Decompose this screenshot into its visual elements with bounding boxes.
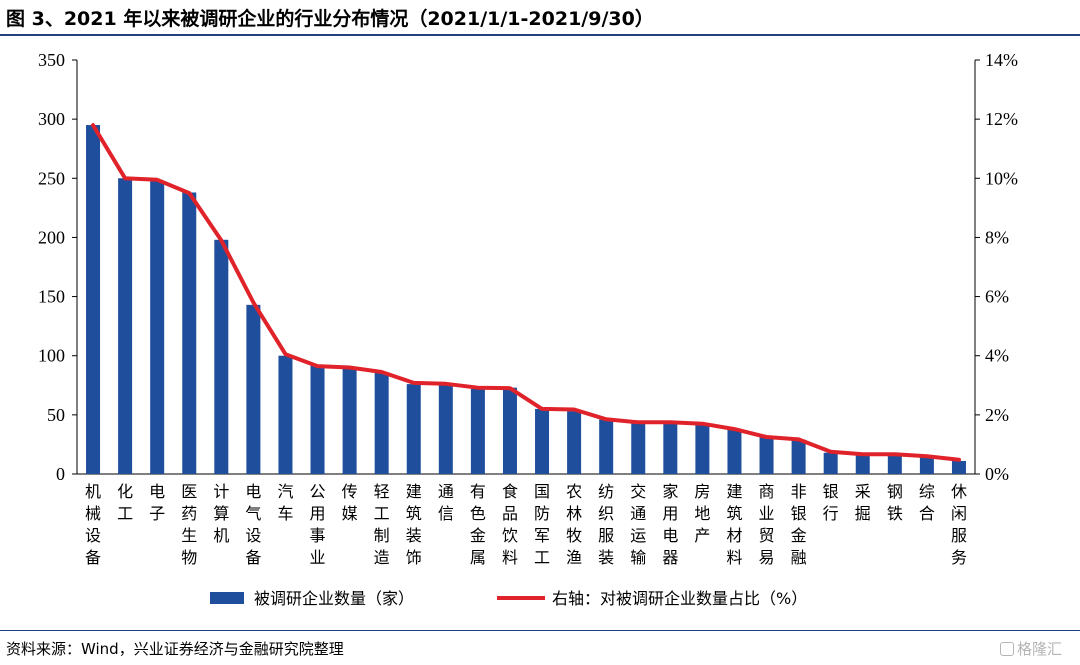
x-category-label: 化工 xyxy=(117,482,133,523)
bar xyxy=(182,192,197,475)
bar xyxy=(759,437,774,474)
x-category-label: 国防军工 xyxy=(534,482,550,567)
x-category-label: 机械设备 xyxy=(85,482,101,567)
x-category-label: 纺织服装 xyxy=(598,482,614,567)
bar xyxy=(374,372,389,474)
bar xyxy=(887,455,902,474)
bar xyxy=(727,429,742,474)
legend-line-label: 右轴：对被调研企业数量占比（%） xyxy=(552,589,807,608)
right-y-tick-label: 12% xyxy=(985,109,1018,129)
chart-title: 图 3、2021 年以来被调研企业的行业分布情况（2021/1/1-2021/9… xyxy=(6,8,654,30)
bar xyxy=(214,239,229,474)
x-category-label: 钢铁 xyxy=(887,482,903,523)
x-category-label: 交通运输 xyxy=(630,482,646,567)
right-y-tick-label: 0% xyxy=(985,464,1009,484)
left-y-tick-label: 250 xyxy=(38,168,65,188)
right-y-tick-label: 6% xyxy=(985,287,1009,307)
right-y-tick-label: 2% xyxy=(985,405,1009,425)
legend-bar-label: 被调研企业数量（家） xyxy=(254,589,414,608)
right-y-tick-label: 8% xyxy=(985,227,1009,247)
bar xyxy=(631,423,646,474)
bar xyxy=(150,180,165,474)
bar xyxy=(951,460,966,474)
left-y-tick-label: 100 xyxy=(38,346,65,366)
bar xyxy=(342,367,357,474)
industry-distribution-chart: 0 50 100 150 200 250 300 350 0% 2% 4% 6% 8% 10% 12% 14%… xyxy=(38,50,1018,608)
right-y-tick-label: 4% xyxy=(985,346,1009,366)
bar xyxy=(310,365,325,474)
bar xyxy=(663,423,678,474)
x-category-label: 非银金融 xyxy=(791,482,807,567)
x-category-label: 商业贸易 xyxy=(759,482,775,567)
watermark-logo-icon xyxy=(1000,642,1014,656)
x-category-label: 房地产 xyxy=(694,482,710,545)
title-divider xyxy=(0,34,1080,36)
legend-bar-swatch xyxy=(210,592,244,604)
bar xyxy=(278,355,293,474)
x-category-label: 电子 xyxy=(149,482,165,523)
watermark-text: 格隆汇 xyxy=(1017,640,1063,658)
x-category-label: 食品饮料 xyxy=(502,482,518,567)
bar xyxy=(406,384,421,474)
left-y-tick-label: 350 xyxy=(38,50,65,70)
bar xyxy=(695,424,710,474)
x-category-label: 计算机 xyxy=(213,482,229,545)
x-category-label: 建筑材料 xyxy=(726,482,742,567)
left-y-tick-label: 200 xyxy=(38,227,65,247)
x-category-label: 传媒 xyxy=(342,482,358,523)
x-category-label: 休闲服务 xyxy=(951,482,967,567)
bar xyxy=(118,178,133,475)
x-category-label: 综合 xyxy=(919,482,935,523)
left-y-tick-label: 150 xyxy=(38,287,65,307)
x-category-label: 汽车 xyxy=(277,482,293,523)
left-y-tick-label: 0 xyxy=(56,464,65,484)
x-category-label: 医药生物 xyxy=(181,482,197,567)
bar xyxy=(470,388,485,474)
x-category-label: 建筑装饰 xyxy=(406,482,422,567)
left-y-tick-label: 300 xyxy=(38,109,65,129)
bar xyxy=(599,419,614,474)
watermark: 格隆汇 xyxy=(1000,638,1062,659)
x-category-label: 通信 xyxy=(438,482,454,523)
source-note: 资料来源：Wind，兴业证券经济与金融研究院整理 xyxy=(6,640,344,658)
right-y-tick-label: 14% xyxy=(985,50,1018,70)
left-y-tick-label: 50 xyxy=(47,405,65,425)
x-category-label: 轻工制造 xyxy=(374,482,390,567)
x-category-label: 电气设备 xyxy=(245,482,261,567)
bar xyxy=(919,456,934,474)
x-category-label: 银行 xyxy=(823,482,839,523)
bar xyxy=(246,304,261,474)
bar xyxy=(791,439,806,474)
bar xyxy=(567,411,582,474)
x-category-label: 有色金属 xyxy=(470,482,486,567)
x-category-label: 采掘 xyxy=(855,482,871,523)
bar xyxy=(502,387,517,474)
bar xyxy=(535,408,550,474)
x-category-label: 家用电器 xyxy=(662,482,678,567)
x-category-label: 公用事业 xyxy=(310,482,326,567)
bar xyxy=(438,385,453,474)
percentage-line xyxy=(91,123,961,462)
bar xyxy=(86,125,101,475)
bar xyxy=(823,452,838,474)
bar xyxy=(855,455,870,474)
source-divider xyxy=(0,630,1080,631)
right-y-tick-label: 10% xyxy=(985,168,1018,188)
x-category-label: 农林牧渔 xyxy=(566,482,582,567)
